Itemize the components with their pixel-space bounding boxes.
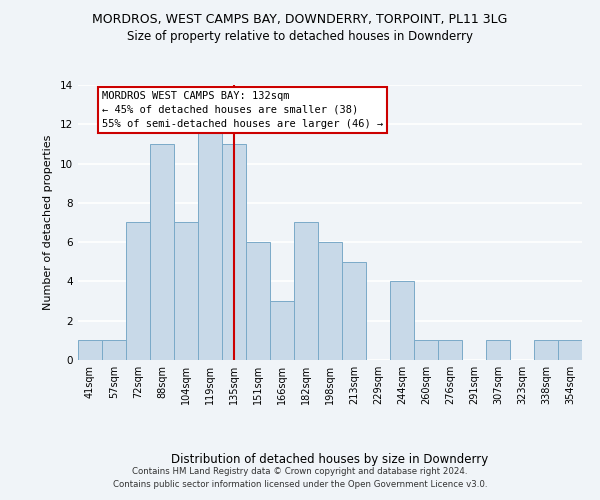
Bar — [246, 242, 270, 360]
X-axis label: Distribution of detached houses by size in Downderry: Distribution of detached houses by size … — [172, 453, 488, 466]
Bar — [318, 242, 342, 360]
Y-axis label: Number of detached properties: Number of detached properties — [43, 135, 53, 310]
Bar — [534, 340, 558, 360]
Bar — [150, 144, 174, 360]
Bar — [558, 340, 582, 360]
Bar — [342, 262, 366, 360]
Text: MORDROS, WEST CAMPS BAY, DOWNDERRY, TORPOINT, PL11 3LG: MORDROS, WEST CAMPS BAY, DOWNDERRY, TORP… — [92, 12, 508, 26]
Bar — [222, 144, 246, 360]
Bar — [294, 222, 318, 360]
Bar — [102, 340, 126, 360]
Bar — [486, 340, 510, 360]
Text: Contains HM Land Registry data © Crown copyright and database right 2024.: Contains HM Land Registry data © Crown c… — [132, 467, 468, 476]
Bar — [126, 222, 150, 360]
Bar — [174, 222, 198, 360]
Text: Size of property relative to detached houses in Downderry: Size of property relative to detached ho… — [127, 30, 473, 43]
Text: Contains public sector information licensed under the Open Government Licence v3: Contains public sector information licen… — [113, 480, 487, 489]
Bar — [198, 124, 222, 360]
Bar — [414, 340, 438, 360]
Bar — [390, 282, 414, 360]
Text: MORDROS WEST CAMPS BAY: 132sqm
← 45% of detached houses are smaller (38)
55% of : MORDROS WEST CAMPS BAY: 132sqm ← 45% of … — [102, 91, 383, 129]
Bar — [438, 340, 462, 360]
Bar — [78, 340, 102, 360]
Bar — [270, 301, 294, 360]
